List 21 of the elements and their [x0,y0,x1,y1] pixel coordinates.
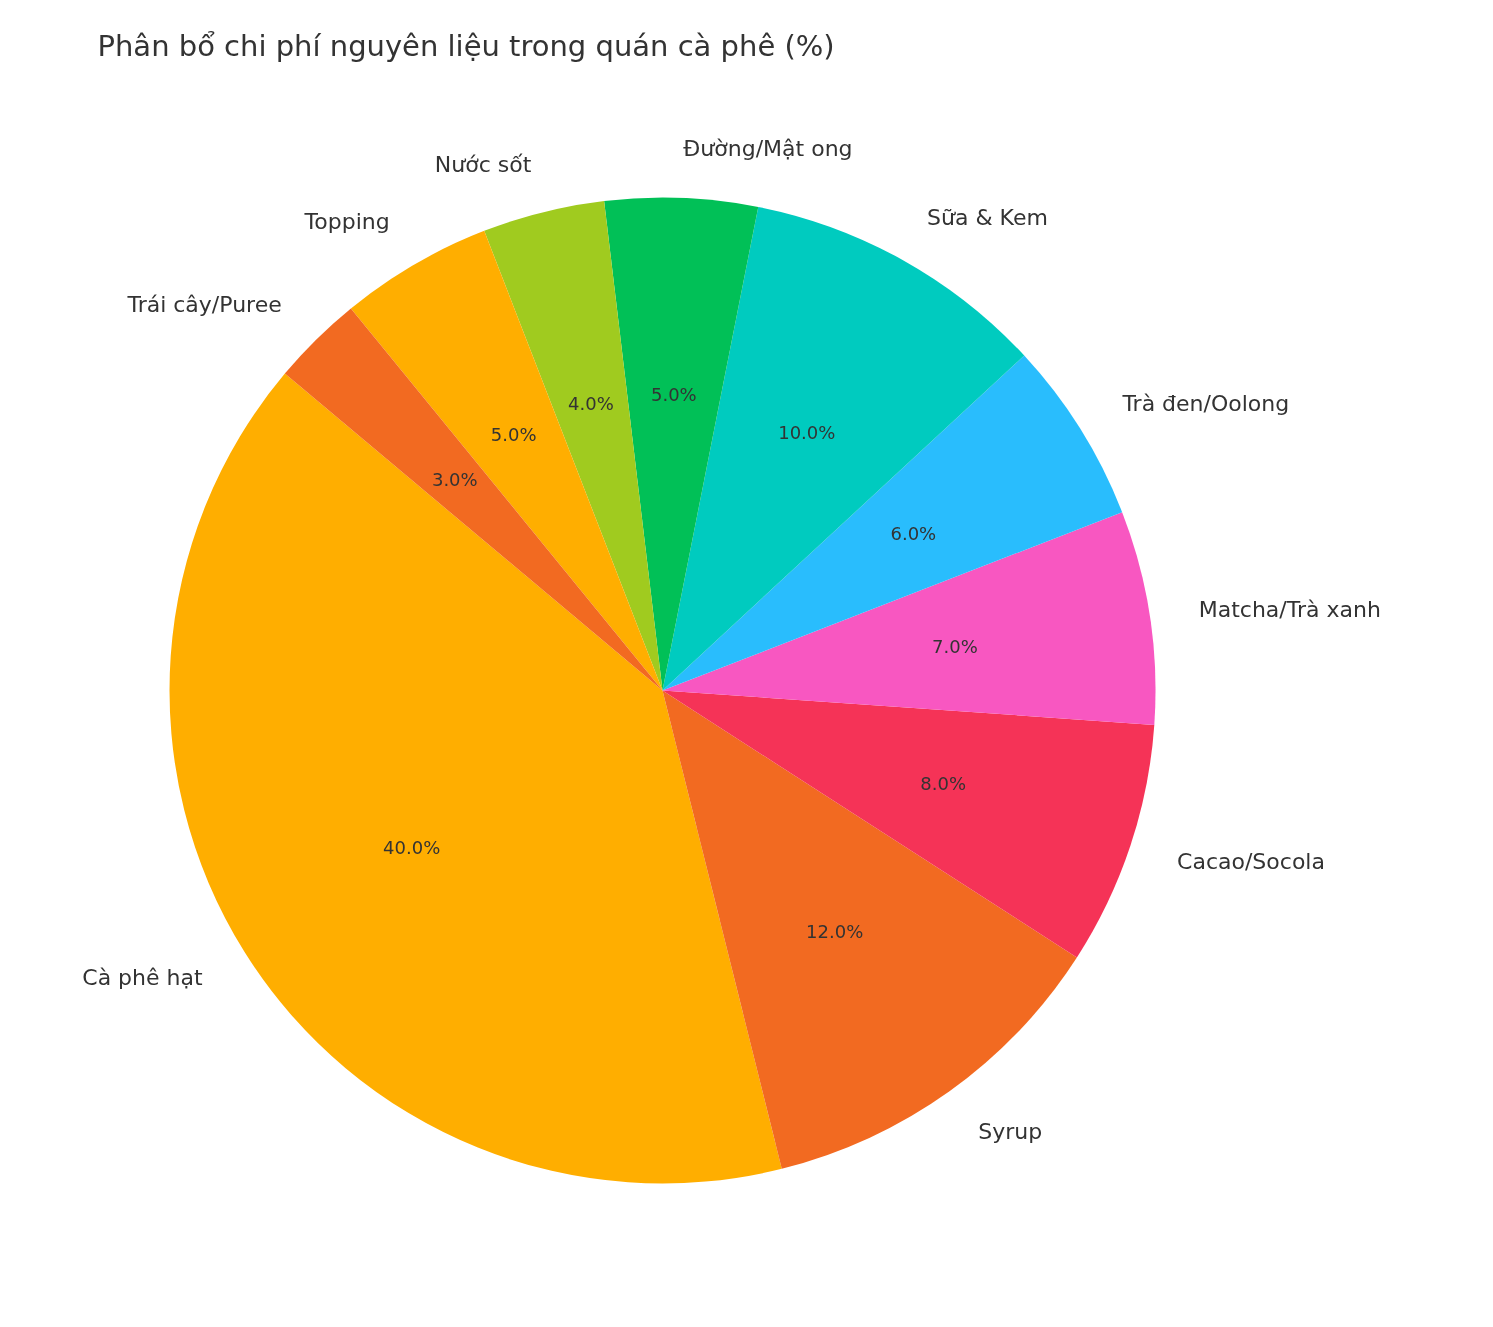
data-label: 6.0% [890,523,937,545]
data-label: 40.0% [383,836,441,858]
slice-label: Cà phê hạt [82,965,203,991]
slice-label: Nước sốt [434,151,532,177]
slice-label: Topping [303,209,390,235]
slice-label: Trà đen/Oolong [1121,390,1290,416]
slice-label: Syrup [978,1118,1043,1144]
data-label: 3.0% [431,469,478,491]
data-label: 12.0% [806,920,864,942]
data-label: 8.0% [920,773,967,795]
slice-label: Matcha/Trà xanh [1198,596,1381,622]
slice-label: Trái cây/Puree [126,291,282,317]
slice-label: Đường/Mật ong [683,136,853,162]
data-label: 5.0% [490,424,537,446]
data-label: 7.0% [932,635,978,657]
data-label: 4.0% [568,392,614,414]
data-label: 10.0% [778,421,836,443]
slice-label: Sữa & Kem [927,204,1048,230]
chart-title: Phân bổ chi phí nguyên liệu trong quán cà phê (%) [97,28,835,63]
data-label: 5.0% [650,384,697,406]
slice-label: Cacao/Socola [1177,849,1325,875]
